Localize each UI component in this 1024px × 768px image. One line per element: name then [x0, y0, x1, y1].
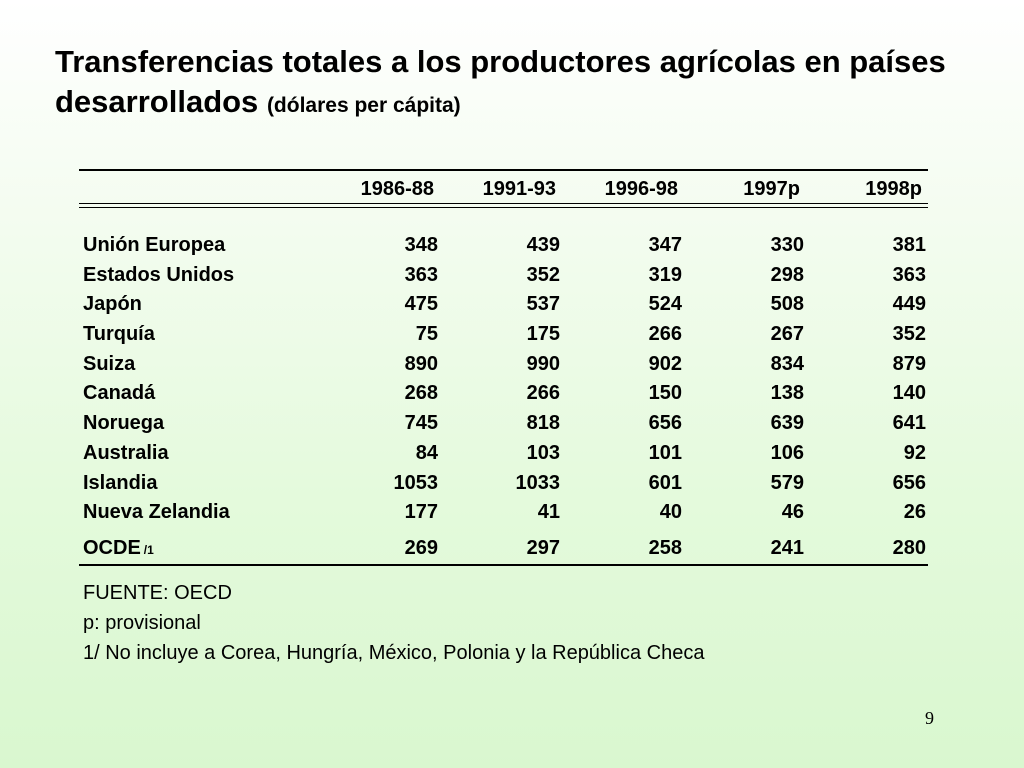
row-label: Turquía: [83, 323, 155, 346]
table-row: Australia 84 103 101 106 92: [79, 439, 928, 469]
row-label: Unión Europea: [83, 234, 226, 256]
footnote-text: 1/ No incluye a Corea, Hungría, México, …: [83, 642, 705, 664]
row-label: OCDE/1: [79, 528, 316, 564]
table-cell: 363: [404, 263, 438, 286]
table-row: Canadá 268 266 150 138 140: [79, 379, 928, 409]
table-cell: 347: [648, 234, 682, 256]
table-cell: 298: [770, 263, 804, 286]
table-cell: 352: [526, 263, 560, 286]
table-cell: 177: [404, 501, 438, 524]
table-notes: FUENTE: OECD p: provisional 1/ No incluy…: [83, 578, 704, 668]
table-cell: 879: [892, 352, 926, 375]
table-cell: 103: [526, 441, 560, 464]
table-header-row: 1986-88 1991-93 1996-98 1997p 1998p: [79, 171, 928, 203]
table-cell: 266: [526, 382, 560, 405]
row-label: Canadá: [83, 382, 156, 405]
table-cell: 656: [648, 412, 682, 435]
table-cell: 639: [770, 412, 804, 435]
table-row: Noruega 745 818 656 639 641: [79, 409, 928, 439]
table-cell: 280: [892, 536, 926, 559]
data-table: 1986-88 1991-93 1996-98 1997p 1998p Unió…: [79, 169, 928, 566]
title-subtitle: (dólares per cápita): [266, 94, 461, 117]
table-cell: 330: [770, 234, 804, 256]
table-cell: 319: [648, 263, 682, 286]
row-label: Australia: [83, 441, 169, 464]
row-label: Suiza: [83, 352, 136, 375]
column-header: 1991-93: [482, 178, 556, 200]
table-cell: 439: [526, 234, 560, 256]
table-cell: 92: [903, 441, 926, 464]
table-row: Islandia 1053 1033 601 579 656: [79, 469, 928, 499]
table-cell: 990: [526, 352, 560, 375]
table-cell: 834: [770, 352, 804, 375]
slide-title: Transferencias totales a los productores…: [55, 42, 975, 126]
table-cell: 601: [648, 471, 682, 494]
table-cell: 890: [404, 352, 438, 375]
table-cell: 508: [770, 293, 804, 316]
table-cell: 269: [404, 536, 438, 559]
row-label: Japón: [83, 293, 142, 316]
table-bottom-rule: [79, 563, 928, 566]
table-top-rule: [79, 169, 928, 171]
header-blank: [79, 171, 312, 203]
table-row: Suiza 890 990 902 834 879: [79, 350, 928, 380]
table-total-row: OCDE/1 269 297 258 241 280: [79, 528, 928, 564]
table-row: Estados Unidos 363 352 319 298 363: [79, 261, 928, 291]
table-cell: 818: [526, 412, 560, 435]
table-row: Japón 475 537 524 508 449: [79, 290, 928, 320]
title-main: Transferencias totales a los productores…: [55, 44, 946, 119]
table-cell: 140: [892, 382, 926, 405]
table-body: Unión Europea 348 439 347 330 381 Estados Unid…: [79, 231, 928, 528]
total-label: OCDE: [83, 536, 141, 559]
table-cell: 106: [770, 441, 804, 464]
table-cell: 363: [892, 263, 926, 286]
table-cell: 75: [415, 323, 438, 346]
table-cell: 267: [770, 323, 804, 346]
table-cell: 902: [648, 352, 682, 375]
table-cell: 475: [404, 293, 438, 316]
table-cell: 449: [892, 293, 926, 316]
table-cell: 101: [648, 441, 682, 464]
table-cell: 656: [892, 471, 926, 494]
table-cell: 1053: [393, 471, 439, 494]
row-label: Noruega: [83, 412, 165, 435]
row-label: Islandia: [83, 471, 158, 494]
table-row: Turquía 75 175 266 267 352: [79, 320, 928, 350]
table-cell: 241: [770, 536, 804, 559]
row-label: Nueva Zelandia: [83, 501, 230, 524]
table-row: Unión Europea 348 439 347 330 381: [79, 231, 928, 261]
table-cell: 266: [648, 323, 682, 346]
table-cell: 138: [770, 382, 804, 405]
table-cell: 579: [770, 471, 804, 494]
table-cell: 268: [404, 382, 438, 405]
page-number: 9: [925, 708, 934, 728]
table-cell: 745: [404, 412, 438, 435]
table-cell: 524: [648, 293, 682, 316]
column-header: 1997p: [743, 178, 800, 200]
provisional-note: p: provisional: [83, 612, 201, 634]
column-header: 1998p: [865, 178, 922, 200]
table-cell: 175: [526, 323, 560, 346]
footnote-marker: /1: [143, 542, 154, 557]
table-cell: 537: [526, 293, 560, 316]
table-cell: 641: [892, 412, 926, 435]
table-row: Nueva Zelandia 177 41 40 46 26: [79, 498, 928, 528]
column-header: 1996-98: [604, 178, 678, 200]
table-cell: 1033: [515, 471, 561, 494]
table-cell: 84: [415, 441, 438, 464]
table-cell: 352: [892, 323, 926, 346]
table-cell: 150: [648, 382, 682, 405]
column-header: 1986-88: [360, 178, 434, 200]
row-label: Estados Unidos: [83, 263, 235, 286]
table-cell: 26: [903, 501, 926, 524]
table-cell: 46: [781, 501, 804, 524]
table-cell: 41: [537, 501, 560, 524]
table-cell: 40: [659, 501, 682, 524]
table-cell: 258: [648, 536, 682, 559]
table-header-double-rule: [79, 203, 928, 208]
table-cell: 297: [526, 536, 560, 559]
source-note: FUENTE: OECD: [83, 582, 232, 604]
table-cell: 381: [892, 234, 926, 256]
table-cell: 348: [404, 234, 438, 256]
